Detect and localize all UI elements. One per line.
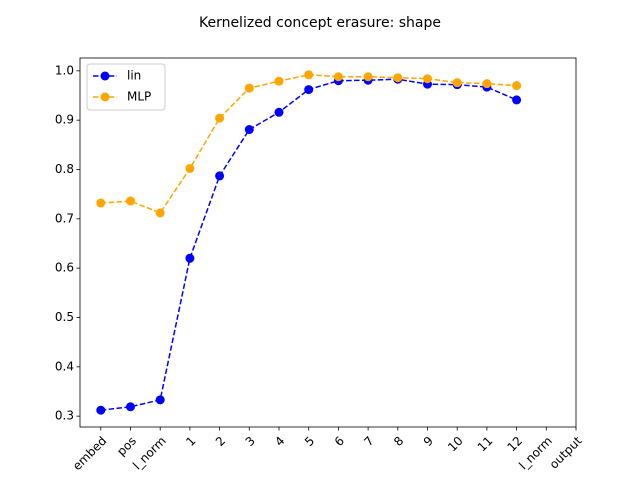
x-tick-label: 8 <box>391 434 406 449</box>
marker <box>512 95 522 105</box>
marker <box>304 70 314 80</box>
marker <box>452 78 462 88</box>
plot-area <box>79 57 577 428</box>
x-tick-label: 10 <box>445 434 466 455</box>
marker <box>304 85 314 95</box>
marker <box>274 107 284 117</box>
x-tick-label: 3 <box>243 434 258 449</box>
y-tick-label: 0.8 <box>55 162 74 176</box>
marker <box>125 402 135 412</box>
marker <box>215 113 225 123</box>
legend-label: lin <box>127 69 141 83</box>
marker <box>185 164 195 174</box>
x-tick-label: 9 <box>421 434 436 449</box>
marker <box>185 253 195 263</box>
marker <box>393 73 403 83</box>
marker <box>155 395 165 405</box>
marker <box>155 208 165 218</box>
x-tick-label: l_norm <box>130 434 169 473</box>
marker <box>125 196 135 206</box>
x-tick-label: 1 <box>183 434 198 449</box>
y-tick-label: 0.5 <box>55 310 74 324</box>
y-tick-label: 1.0 <box>55 63 74 77</box>
x-tick-label: 2 <box>213 434 228 449</box>
marker <box>482 79 492 89</box>
legend-box <box>86 63 166 111</box>
x-tick-label: embed <box>70 434 109 473</box>
legend-marker <box>100 71 110 81</box>
x-tick-label: pos <box>114 434 139 459</box>
chart-title: Kernelized concept erasure: shape <box>199 15 441 31</box>
x-tick-label: 11 <box>475 434 496 455</box>
y-tick-label: 0.4 <box>55 359 74 373</box>
x-tick-label: 12 <box>504 434 525 455</box>
series-line <box>100 78 517 411</box>
x-tick-label: output <box>547 433 585 471</box>
marker <box>215 171 225 181</box>
marker <box>274 76 284 86</box>
y-tick-label: 0.7 <box>55 211 74 225</box>
x-tick-label: 7 <box>361 434 376 449</box>
x-tick-label: 5 <box>302 434 317 449</box>
legend-label: MLP <box>127 90 151 104</box>
y-tick-label: 0.9 <box>55 113 74 127</box>
marker <box>244 83 254 93</box>
x-tick-label: 4 <box>272 434 287 449</box>
x-tick-label: 6 <box>332 434 347 449</box>
legend-marker <box>100 92 110 102</box>
x-tick-label: l_norm <box>516 434 555 473</box>
marker <box>96 405 106 415</box>
y-tick-label: 0.3 <box>55 409 74 423</box>
marker <box>96 198 106 208</box>
marker <box>363 72 373 82</box>
marker <box>244 125 254 135</box>
marker <box>512 81 522 91</box>
marker <box>422 74 432 84</box>
y-tick-label: 0.6 <box>55 261 74 275</box>
marker <box>333 72 343 82</box>
